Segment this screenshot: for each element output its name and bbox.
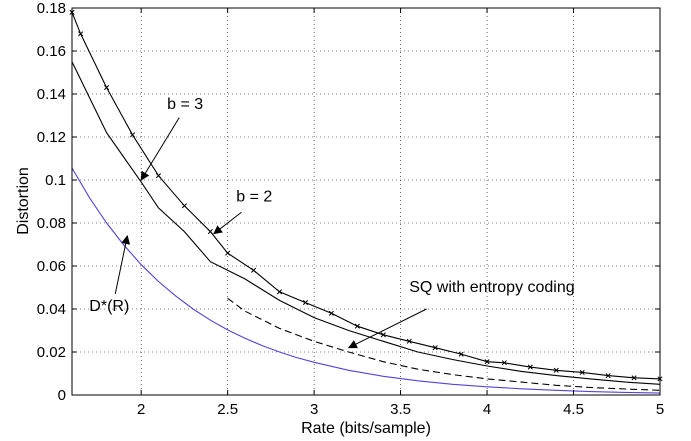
x-tick-label: 4.5 <box>563 401 584 418</box>
x-axis-title: Rate (bits/sample) <box>301 420 431 437</box>
data-point-marker <box>380 332 386 338</box>
data-point-marker <box>631 375 637 381</box>
x-tick-label: 2 <box>137 401 145 418</box>
data-point-marker <box>406 338 412 344</box>
x-tick-label: 3 <box>310 401 318 418</box>
data-point-marker <box>104 84 110 91</box>
annotation-label: D*(R) <box>89 298 129 315</box>
series-b-2 <box>71 61 661 385</box>
series-line-d-r <box>71 167 661 394</box>
data-point-marker <box>458 351 464 357</box>
data-point-marker <box>328 310 334 316</box>
annotation-arrow <box>114 235 131 295</box>
y-tick-label: 0.16 <box>37 43 66 60</box>
y-tick-label: 0.18 <box>37 0 66 17</box>
annotation-arrow <box>347 308 427 349</box>
axis-ticks: 2 2.5 3 3.5 4 4.5 5 0 0.02 0.04 0.06 0.08 0.1 0.12 0.1… <box>37 0 664 418</box>
y-axis-title: Distortion <box>15 167 32 235</box>
y-tick-label: 0.04 <box>37 301 66 318</box>
data-point-marker <box>251 267 257 273</box>
x-tick-label: 3.5 <box>390 401 411 418</box>
series-line-b-2 <box>71 61 661 385</box>
data-point-marker <box>276 289 283 295</box>
annotation-label: b = 2 <box>236 189 272 206</box>
data-point-marker <box>78 31 84 37</box>
data-point-marker <box>155 173 162 179</box>
data-point-marker <box>605 373 611 379</box>
series-b-3 <box>69 9 663 382</box>
data-point-marker <box>225 250 231 256</box>
series-sq-with-entropy-coding <box>227 297 661 391</box>
y-tick-label: 0.06 <box>37 258 66 275</box>
data-point-marker <box>207 229 213 235</box>
data-point-marker <box>527 364 533 370</box>
y-tick-label: 0.14 <box>37 86 66 103</box>
x-tick-label: 2.5 <box>217 401 238 418</box>
data-point-marker <box>579 369 585 375</box>
data-point-marker <box>432 345 438 351</box>
y-tick-label: 0.1 <box>45 172 66 189</box>
grid <box>72 8 660 395</box>
data-point-marker <box>501 360 507 366</box>
data-point-marker <box>553 367 559 373</box>
y-tick-label: 0.02 <box>37 344 66 361</box>
x-tick-label: 5 <box>656 401 664 418</box>
data-point-marker <box>302 299 309 306</box>
series-line-sq-with-entropy-coding <box>227 297 661 391</box>
data-point-marker <box>484 359 490 365</box>
y-tick-label: 0.08 <box>37 215 66 232</box>
series-layer <box>69 9 663 394</box>
data-point-marker <box>129 132 136 138</box>
annotation-layer: b = 3 b = 2 SQ with entropy coding D*(R) <box>89 96 575 349</box>
x-tick-label: 4 <box>483 401 491 418</box>
y-tick-label: 0 <box>58 387 66 404</box>
series-d-r <box>71 167 661 394</box>
y-tick-label: 0.12 <box>37 129 66 146</box>
annotation-label: SQ with entropy coding <box>409 279 574 296</box>
plot-background <box>72 8 660 395</box>
plot-frame <box>71 7 661 396</box>
annotation-label: b = 3 <box>167 96 203 113</box>
annotation-arrow <box>140 117 180 181</box>
annotation-arrow <box>213 211 242 235</box>
data-point-marker <box>181 203 187 209</box>
data-point-marker <box>354 323 360 329</box>
